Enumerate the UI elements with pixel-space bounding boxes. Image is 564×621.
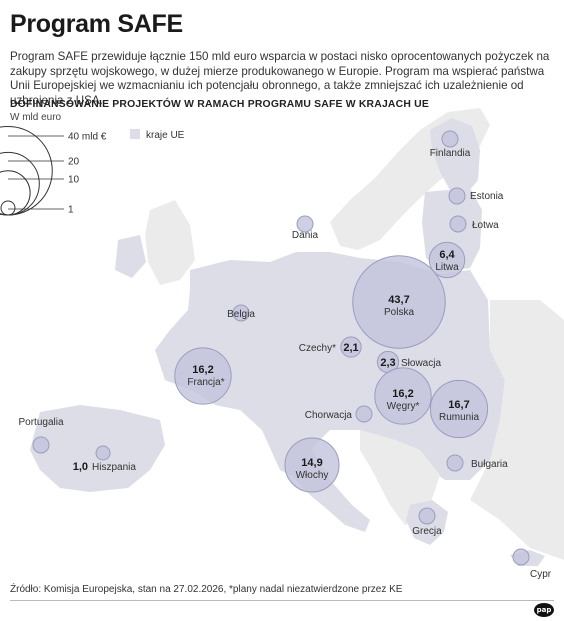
bubble-francja	[174, 347, 232, 405]
legend-circle	[0, 200, 16, 216]
country-belgia: Belgia	[227, 304, 255, 322]
footer-rule	[10, 600, 554, 601]
value-label: 43,7	[388, 294, 409, 306]
country-label: Litwa	[435, 262, 459, 273]
eu-legend: kraje UE	[130, 129, 185, 141]
legend-size-label: 1	[68, 205, 74, 216]
country-label: Bułgaria	[471, 459, 508, 470]
country-label: Chorwacja	[305, 410, 353, 421]
bubble-lotwa	[449, 215, 467, 233]
intro-paragraph: Program SAFE przewiduje łącznie 150 mld …	[10, 50, 550, 107]
bubble-hiszpania	[95, 445, 111, 461]
country-cypr: Cypr	[512, 548, 552, 580]
country-label: Słowacja	[401, 358, 441, 369]
country-label: Czechy*	[299, 343, 336, 354]
country-label: Portugalia	[18, 417, 63, 428]
land-balkans	[360, 430, 440, 525]
value-label: 2,1	[343, 342, 358, 354]
legend-size-label: 40 mld €	[68, 132, 107, 143]
country-estonia: Estonia	[448, 187, 504, 205]
eu-legend-label: kraje UE	[146, 130, 185, 141]
landmass	[30, 108, 564, 566]
country-label: Estonia	[470, 191, 504, 202]
country-grecja: Grecja	[412, 507, 442, 537]
value-label: 16,7	[448, 399, 469, 411]
country-label: Finlandia	[430, 148, 471, 159]
value-label: 1,0	[73, 461, 88, 473]
value-label: 6,4	[439, 249, 455, 261]
land-east	[470, 300, 564, 560]
legend-circle	[0, 151, 40, 216]
value-label: 2,3	[380, 357, 395, 369]
country-label: Grecja	[412, 526, 442, 537]
bubble-litwa	[428, 241, 466, 279]
land-uk	[145, 200, 195, 285]
bubble-czechy	[340, 336, 362, 358]
page-title: Program SAFE	[10, 10, 183, 38]
bubble-estonia	[448, 187, 466, 205]
unit-label: W mld euro	[10, 112, 62, 123]
country-label: Polska	[384, 307, 414, 318]
bubble-finlandia	[441, 130, 459, 148]
country-label: Belgia	[227, 309, 255, 320]
country-slowacja: 2,3 Słowacja	[376, 350, 441, 374]
bubble-wegry	[374, 367, 432, 425]
bubble-cypr	[512, 548, 530, 566]
value-label: 14,9	[301, 457, 322, 469]
country-label: Hiszpania	[92, 462, 136, 473]
country-portugalia: Portugalia	[18, 417, 64, 454]
country-label: Dania	[292, 230, 319, 241]
bubble-chorwacja	[355, 405, 373, 423]
country-dania: Dania	[292, 215, 319, 241]
country-bubbles: FinlandiaEstoniaŁotwa6,4LitwaDania43,7Po…	[18, 130, 552, 580]
country-czechy: 2,1 Czechy*	[299, 336, 362, 358]
country-label: Łotwa	[472, 220, 499, 231]
bubble-belgia	[232, 304, 250, 322]
country-hiszpania: 1,0 Hiszpania	[73, 445, 136, 473]
chart-title: DOFINANSOWANIE PROJEKTÓW W RAMACH PROGRA…	[10, 99, 429, 110]
legend-size-label: 10	[68, 175, 80, 186]
value-label: 16,2	[192, 364, 213, 376]
pap-logo: pap	[534, 603, 554, 617]
country-label: Węgry*	[387, 401, 420, 412]
eu-swatch	[130, 129, 140, 139]
country-label: Cypr	[530, 569, 552, 580]
bubble-polska	[352, 255, 446, 349]
bubble-grecja	[418, 507, 436, 525]
country-label: Francja*	[187, 377, 224, 388]
bubble-bulgaria	[446, 454, 464, 472]
bubble-portugalia	[32, 436, 50, 454]
country-finlandia: Finlandia	[430, 130, 471, 159]
source-note: Źródło: Komisja Europejska, stan na 27.0…	[10, 584, 403, 595]
country-label: Włochy	[296, 470, 329, 481]
country-bulgaria: Bułgaria	[446, 454, 508, 472]
bubble-dania	[296, 215, 314, 233]
legend-size-label: 20	[68, 157, 80, 168]
size-legend: 40 mld € 20 10 1	[0, 125, 107, 216]
bubble-wlochy	[284, 437, 340, 493]
bubble-rumunia	[429, 379, 489, 439]
country-lotwa: Łotwa	[449, 215, 499, 233]
value-label: 16,2	[392, 388, 413, 400]
land-ireland	[115, 235, 146, 278]
country-label: Rumunia	[439, 412, 479, 423]
country-chorwacja: Chorwacja	[305, 405, 373, 423]
